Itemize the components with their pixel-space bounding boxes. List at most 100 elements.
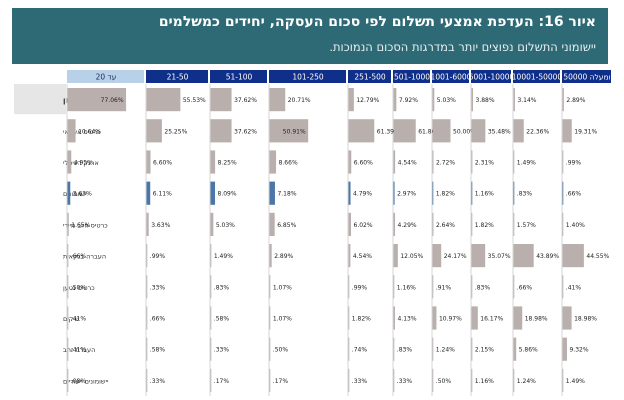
data-label: .66% (71, 253, 87, 260)
bar (562, 244, 584, 268)
data-label: 35.48% (488, 128, 511, 135)
data-label: 8.66% (279, 160, 298, 167)
bar (393, 212, 396, 236)
bar (393, 306, 395, 330)
bar (269, 244, 272, 268)
data-label: 6.85% (277, 222, 296, 229)
category-label: כרטיס חיוב מיידי (63, 221, 108, 229)
data-label: 2.72% (436, 160, 455, 167)
data-label: 77.06% (101, 97, 124, 104)
bar (471, 244, 486, 268)
data-label: .91% (436, 284, 452, 291)
data-label: 6.11% (153, 191, 172, 198)
data-label: 1.82% (475, 222, 494, 229)
data-label: 12.79% (356, 97, 379, 104)
panel-header-bg (562, 70, 611, 83)
data-label: 10.64% (78, 128, 101, 135)
data-label: 6.02% (354, 222, 373, 229)
data-label: 4.29% (398, 222, 417, 229)
panel-header-bg (513, 70, 560, 83)
data-label: .33% (397, 378, 413, 385)
bar (210, 119, 232, 143)
data-label: 9.32% (569, 347, 588, 354)
bar (432, 119, 451, 143)
data-label: 2.89% (566, 97, 585, 104)
data-label: .83% (397, 347, 413, 354)
data-label: 8.09% (218, 191, 237, 198)
bar (562, 212, 564, 236)
bar (393, 181, 395, 205)
panel-header-label: 10001-50000 (512, 73, 563, 82)
data-label: 1.82% (352, 316, 371, 323)
data-label: 1.82% (436, 191, 455, 198)
data-label: 1.16% (397, 284, 416, 291)
bar (210, 275, 212, 299)
data-label: .99% (150, 253, 166, 260)
bar (348, 306, 350, 330)
bar (210, 337, 212, 361)
bar (348, 88, 354, 112)
category-label: יישומונים (63, 190, 87, 198)
bar (146, 337, 148, 361)
data-label: .17% (273, 378, 289, 385)
bar (562, 88, 564, 112)
data-label: 22.36% (526, 128, 549, 135)
data-label: 1.40% (566, 222, 585, 229)
data-label: 55.53% (183, 97, 206, 104)
data-label: 43.89% (536, 253, 559, 260)
bar (269, 306, 271, 330)
data-label: 50.91% (283, 128, 306, 135)
bar (210, 244, 212, 268)
data-label: 1.49% (566, 378, 585, 385)
data-label: 2.31% (475, 160, 494, 167)
chart-title: איור 16: העדפת אמצעי תשלום לפי סכום העסק… (158, 14, 596, 30)
data-label: .66% (150, 316, 166, 323)
bar (269, 88, 286, 112)
data-label: .99% (566, 160, 582, 167)
panel-header-bg (432, 70, 469, 83)
data-label: 1.07% (273, 316, 292, 323)
panel-header-label: 21-50 (167, 73, 189, 82)
bar (67, 337, 69, 361)
panel-header-label: עד 20 (96, 73, 117, 82)
category-label: שיקים (63, 315, 80, 323)
panel-header-label: 6001-10000 (469, 73, 515, 82)
bar (513, 306, 523, 330)
data-label: .33% (352, 378, 368, 385)
data-label: .74% (352, 347, 368, 354)
bar (432, 244, 442, 268)
bar (210, 306, 212, 330)
data-label: 37.62% (234, 97, 257, 104)
data-label: 37.62% (234, 128, 257, 135)
bar (513, 150, 515, 174)
bar (348, 212, 352, 236)
bar (146, 181, 151, 205)
bar (210, 212, 214, 236)
panel-header-bg (67, 70, 144, 83)
bar (393, 368, 395, 392)
bar (146, 212, 149, 236)
bar (67, 119, 76, 143)
bar (432, 150, 434, 174)
bar (269, 181, 275, 205)
bar (471, 119, 486, 143)
data-label: 25.25% (164, 128, 187, 135)
bar (146, 275, 148, 299)
data-label: 3.63% (73, 191, 92, 198)
bar (67, 88, 127, 112)
bar (67, 275, 69, 299)
bar (562, 368, 564, 392)
bar (562, 119, 572, 143)
bar (269, 212, 275, 236)
panel-header-bg (471, 70, 511, 83)
category-label: כרטיס נטען (63, 284, 95, 292)
bar (393, 88, 397, 112)
bar (210, 181, 216, 205)
panel-header-label: 251-500 (354, 73, 386, 82)
bar (269, 337, 271, 361)
bar (146, 88, 181, 112)
bar (393, 275, 395, 299)
data-label: 44.55% (586, 253, 609, 260)
data-label: 18.98% (525, 316, 548, 323)
bar (67, 306, 69, 330)
